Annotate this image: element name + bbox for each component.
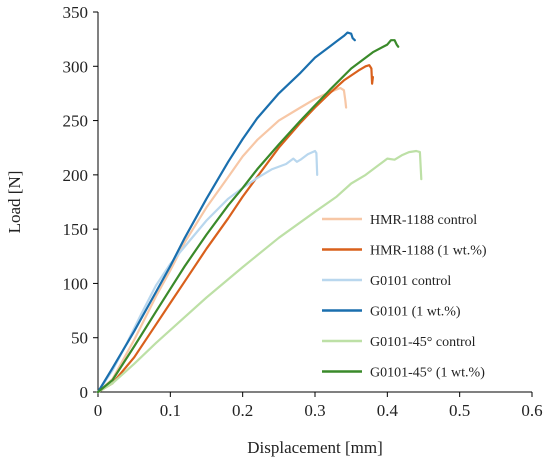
- series-line-6: [96, 39, 400, 394]
- y-tick-label: 350: [63, 3, 89, 22]
- x-tick-label: 0.2: [232, 401, 253, 420]
- axes: 0 0.1 0.2 0.3 0.4 0.5 0.6 0 50 100 150 200 250 300 350: [63, 3, 543, 420]
- legend-label: HMR-1188 (1 wt.%): [370, 244, 487, 259]
- legend-label: G0101 (1 wt.%): [370, 305, 461, 320]
- y-tick-label: 200: [63, 166, 89, 185]
- series-line-2: [96, 64, 374, 394]
- series-lines: [96, 31, 423, 394]
- x-tick-label: 0.6: [521, 401, 542, 420]
- legend-label: G0101 control: [370, 274, 451, 289]
- x-tick-label: 0: [94, 401, 103, 420]
- legend: HMR-1188 control HMR-1188 (1 wt.%) G0101 c…: [322, 213, 487, 381]
- y-tick-label: 0: [80, 383, 89, 402]
- x-tick-label: 0.1: [160, 401, 181, 420]
- series-line-1: [96, 86, 348, 394]
- y-tick-label: 150: [63, 220, 89, 239]
- x-tick-label: 0.3: [304, 401, 325, 420]
- y-axis-label: Load [N]: [5, 171, 24, 234]
- legend-label: G0101-45° control: [370, 335, 476, 350]
- legend-label: G0101-45° (1 wt.%): [370, 366, 485, 381]
- series-line-3: [96, 149, 319, 394]
- y-tick-label: 250: [63, 112, 89, 131]
- x-axis-label: Displacement [mm]: [247, 438, 383, 457]
- series-line-5: [96, 149, 423, 394]
- x-tick-label: 0.4: [377, 401, 399, 420]
- x-tick-label: 0.5: [449, 401, 470, 420]
- y-tick-label: 300: [63, 57, 89, 76]
- legend-label: HMR-1188 control: [370, 213, 477, 228]
- series-line-4: [96, 31, 356, 394]
- y-tick-label: 50: [71, 329, 88, 348]
- y-tick-label: 100: [63, 274, 89, 293]
